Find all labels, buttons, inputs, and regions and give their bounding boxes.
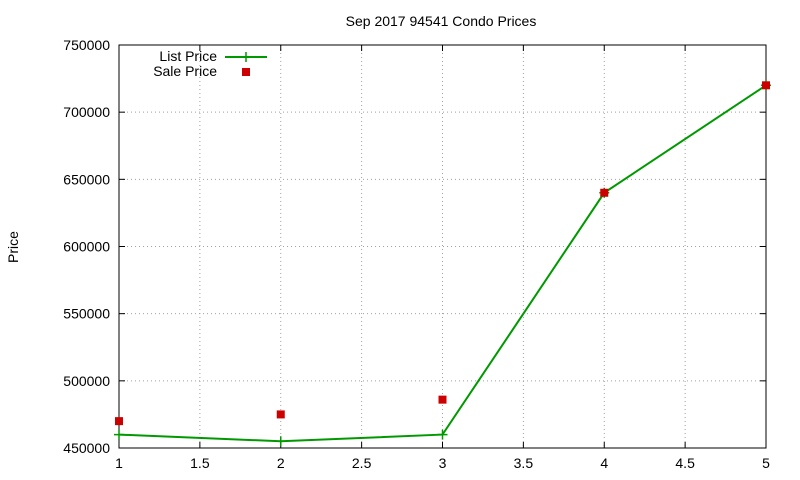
y-tick-label: 450000 xyxy=(63,440,110,456)
sale-price-point xyxy=(276,410,285,419)
x-tick-label: 3 xyxy=(439,455,447,471)
sale-price-point xyxy=(115,417,123,426)
sale-price-point xyxy=(762,81,770,90)
legend: List Price Sale Price xyxy=(153,48,267,79)
list-price-point xyxy=(275,436,286,447)
x-tick-label: 3.5 xyxy=(514,455,534,471)
x-tick-label: 4.5 xyxy=(675,455,695,471)
list-price-line xyxy=(118,84,767,443)
grid-lines xyxy=(119,45,766,448)
x-tick-label: 1.5 xyxy=(190,455,210,471)
sale-price-point xyxy=(600,188,609,197)
axis-ticks: 1 1.5 2 2.5 3 3.5 4 4.5 5 450000 500000 550000 60000… xyxy=(63,37,770,471)
list-price-point xyxy=(437,429,448,440)
y-tick-label: 700000 xyxy=(63,104,110,120)
x-tick-label: 4 xyxy=(600,455,608,471)
y-tick-label: 550000 xyxy=(63,306,110,322)
legend-marker-list-price xyxy=(241,52,251,62)
series-layer xyxy=(114,80,771,447)
y-tick-label: 500000 xyxy=(63,373,110,389)
chart-title: Sep 2017 94541 Condo Prices xyxy=(346,13,537,29)
x-tick-label: 1 xyxy=(115,455,123,471)
y-tick-label: 650000 xyxy=(63,171,110,187)
y-tick-label: 750000 xyxy=(63,37,110,53)
y-tick-label: 600000 xyxy=(63,239,110,255)
x-tick-label: 2 xyxy=(277,455,285,471)
x-tick-label: 5 xyxy=(762,455,770,471)
legend-label-sale-price: Sale Price xyxy=(153,63,217,79)
legend-label-list-price: List Price xyxy=(159,48,217,64)
sale-price-point xyxy=(438,395,447,404)
y-axis-label: Price xyxy=(5,231,21,263)
legend-marker-sale-price xyxy=(242,68,250,76)
list-price-point xyxy=(114,429,124,440)
x-tick-label: 2.5 xyxy=(352,455,372,471)
